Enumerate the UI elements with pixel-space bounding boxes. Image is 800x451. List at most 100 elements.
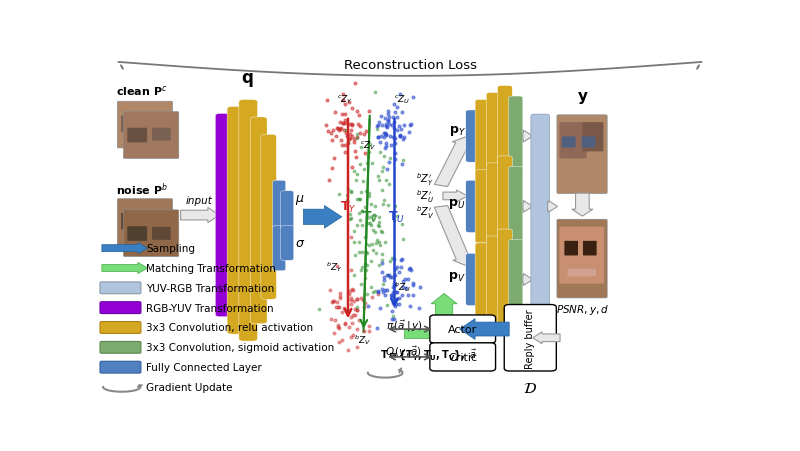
- Text: Actor: Actor: [448, 324, 478, 334]
- Point: [363, 190, 376, 198]
- Point: [353, 216, 366, 224]
- Point: [379, 123, 392, 130]
- Point: [382, 202, 394, 209]
- Point: [326, 137, 338, 144]
- Point: [347, 298, 360, 305]
- Point: [389, 303, 402, 310]
- FancyBboxPatch shape: [100, 361, 141, 373]
- Point: [376, 228, 389, 235]
- Text: 3x3 Convolution, sigmoid activation: 3x3 Convolution, sigmoid activation: [146, 343, 334, 353]
- Text: $\mathbf{T}_Y$: $\mathbf{T}_Y$: [340, 199, 357, 215]
- FancyBboxPatch shape: [498, 230, 512, 330]
- Point: [340, 128, 353, 135]
- Point: [371, 289, 384, 296]
- Point: [377, 200, 390, 207]
- Point: [376, 260, 389, 267]
- Point: [350, 170, 363, 178]
- Point: [331, 125, 344, 133]
- FancyBboxPatch shape: [509, 167, 523, 247]
- Point: [378, 287, 391, 294]
- Point: [406, 291, 419, 299]
- Text: $\mathbf{T}_V$: $\mathbf{T}_V$: [362, 210, 379, 225]
- Point: [333, 304, 346, 311]
- Point: [386, 255, 398, 262]
- Point: [365, 258, 378, 266]
- Point: [344, 301, 357, 308]
- Point: [390, 104, 403, 111]
- Point: [397, 136, 410, 143]
- Point: [387, 289, 400, 296]
- FancyBboxPatch shape: [123, 229, 162, 235]
- Point: [368, 212, 381, 220]
- Point: [382, 159, 395, 166]
- Point: [381, 166, 394, 173]
- FancyBboxPatch shape: [564, 241, 578, 256]
- Point: [362, 220, 374, 227]
- Point: [376, 122, 389, 129]
- Point: [354, 144, 367, 151]
- Point: [360, 241, 373, 249]
- Point: [394, 126, 407, 133]
- Point: [342, 186, 354, 193]
- Point: [389, 135, 402, 142]
- Point: [373, 177, 386, 184]
- Point: [378, 239, 391, 247]
- Point: [359, 249, 372, 256]
- FancyBboxPatch shape: [273, 226, 286, 271]
- Point: [386, 300, 399, 307]
- Point: [345, 189, 358, 197]
- FancyBboxPatch shape: [121, 213, 141, 230]
- FancyArrow shape: [102, 263, 148, 274]
- FancyBboxPatch shape: [152, 227, 170, 240]
- Point: [363, 141, 376, 148]
- Point: [362, 322, 375, 330]
- Point: [353, 249, 366, 256]
- Point: [358, 234, 371, 241]
- Point: [347, 312, 360, 319]
- Point: [343, 137, 356, 144]
- Point: [404, 302, 417, 309]
- Point: [354, 196, 366, 203]
- Point: [344, 216, 357, 223]
- Point: [378, 152, 390, 160]
- Point: [337, 120, 350, 127]
- Point: [383, 133, 396, 141]
- Text: ${}^bZ_Y'$: ${}^bZ_Y'$: [416, 171, 434, 188]
- Point: [356, 222, 369, 229]
- Point: [333, 324, 346, 331]
- Point: [341, 139, 354, 146]
- Point: [395, 161, 408, 169]
- Point: [330, 299, 343, 306]
- FancyArrow shape: [443, 191, 468, 202]
- Point: [348, 168, 361, 175]
- Point: [344, 297, 357, 304]
- FancyArrow shape: [523, 274, 533, 286]
- FancyBboxPatch shape: [466, 254, 479, 306]
- FancyArrow shape: [431, 294, 457, 334]
- Point: [373, 261, 386, 268]
- Point: [374, 149, 386, 156]
- Point: [342, 346, 354, 354]
- Text: $\pi\,(\vec{a}\,|\,y)$: $\pi\,(\vec{a}\,|\,y)$: [386, 318, 422, 333]
- Point: [338, 304, 351, 312]
- Point: [394, 133, 406, 141]
- Point: [389, 272, 402, 279]
- Point: [354, 281, 367, 288]
- Point: [353, 113, 366, 120]
- Point: [402, 276, 414, 283]
- FancyBboxPatch shape: [123, 210, 178, 257]
- Point: [344, 128, 357, 135]
- Point: [344, 211, 357, 218]
- Point: [372, 173, 385, 180]
- Point: [358, 275, 371, 282]
- Point: [328, 298, 341, 305]
- Point: [352, 210, 365, 217]
- Point: [403, 122, 416, 129]
- Point: [339, 120, 352, 127]
- Point: [340, 130, 353, 138]
- Point: [350, 131, 363, 138]
- Point: [374, 242, 386, 249]
- Point: [378, 197, 390, 204]
- Text: ${}^cZ_Y$: ${}^cZ_Y$: [337, 94, 353, 106]
- Point: [403, 266, 416, 273]
